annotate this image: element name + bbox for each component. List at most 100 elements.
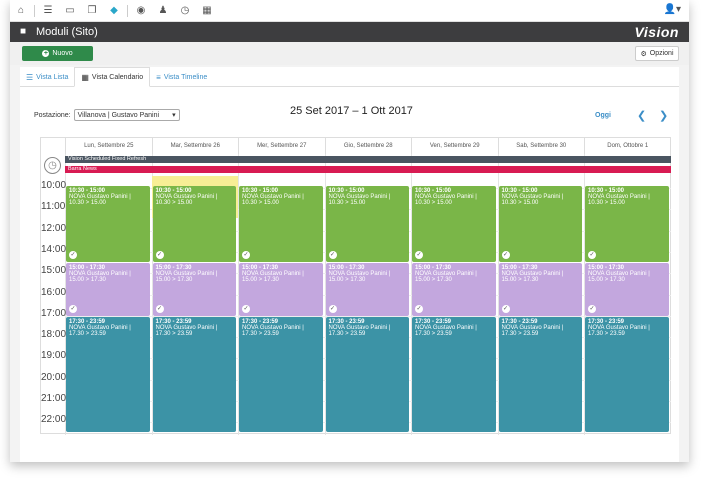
event-detail: 10.30 > 15.00 xyxy=(242,200,279,206)
action-toolbar: + Nuovo ⚙ Opzioni xyxy=(10,42,689,65)
eye-icon[interactable]: ◉ xyxy=(136,5,146,16)
user-icon[interactable]: 👤▾ xyxy=(663,4,681,15)
event-detail: 15.00 > 17.30 xyxy=(501,277,539,283)
brand-logo: Vision xyxy=(634,24,679,40)
event-time: 17:30 - 23:59 xyxy=(328,319,365,325)
user-settings-icon[interactable]: ♟ xyxy=(158,5,168,16)
today-button[interactable]: Oggi xyxy=(595,112,611,119)
calendar-grid: Lun, Settembre 25 Mar, Settembre 26 Mer, S… xyxy=(40,137,671,435)
allday-event[interactable]: Barra News xyxy=(65,166,671,173)
view-tabs: ☰ Vista Lista ▦ Vista Calendario ≡ Vista Ti… xyxy=(20,67,679,87)
calendar-event[interactable]: 17:30 - 23:59 NOVA Gustavo Panini | 17.30 … xyxy=(325,317,409,432)
event-time: 17:30 - 23:59 xyxy=(501,319,538,325)
calendar-event[interactable]: 17:30 - 23:59 NOVA Gustavo Panini | 17.30 … xyxy=(498,317,582,432)
event-time: 17:30 - 23:59 xyxy=(69,319,106,325)
options-button[interactable]: ⚙ Opzioni xyxy=(635,46,679,61)
list-icon[interactable]: ☰ xyxy=(43,5,53,16)
event-detail: 15.00 > 17.30 xyxy=(155,277,193,283)
hour-label: 17:00 xyxy=(41,307,67,319)
event-detail: 17.30 > 23.59 xyxy=(415,331,452,337)
event-time: 17:30 - 23:59 xyxy=(415,319,452,325)
event-time: 15:00 - 17:30 xyxy=(242,265,279,271)
event-time: 17:30 - 23:59 xyxy=(155,319,192,325)
hour-label: 20:00 xyxy=(41,371,67,383)
day-header: Lun, Settembre 25 xyxy=(65,138,152,154)
day-header: Sab, Settembre 30 xyxy=(497,138,585,154)
day-header: Dom, Ottobre 1 xyxy=(584,138,671,154)
day-header: Gio, Settembre 28 xyxy=(324,138,412,154)
event-time: 15:00 - 17:30 xyxy=(501,265,538,271)
check-icon: ✓ xyxy=(155,251,164,259)
event-title: NOVA Gustavo Panini | xyxy=(328,325,391,331)
event-title: NOVA Gustavo Panini | xyxy=(501,325,564,331)
calendar-event[interactable]: 15:00 - 17:30 NOVA Gustavo Panini | 15.00 … xyxy=(585,263,669,316)
check-icon: ✓ xyxy=(242,251,250,259)
tab-vista-calendario[interactable]: ▦ Vista Calendario xyxy=(74,67,151,87)
clock-icon[interactable]: ◷ xyxy=(180,5,190,16)
check-icon: ✓ xyxy=(242,305,250,313)
calendar-event[interactable]: 17:30 - 23:59 NOVA Gustavo Panini | 17.30 … xyxy=(412,317,496,432)
chevron-right-icon[interactable]: ❯ xyxy=(659,110,669,122)
hour-label: 21:00 xyxy=(41,393,67,404)
calendar-event[interactable]: 15:00 - 17:30 NOVA Gustavo Panini | 15.00 … xyxy=(498,263,582,316)
event-time: 15:00 - 17:30 xyxy=(328,265,365,271)
event-time: 10:30 - 15:00 xyxy=(415,188,452,194)
grid-icon[interactable]: ▦ xyxy=(202,5,212,16)
calendar-event[interactable]: 15:00 - 17:30 NOVA Gustavo Panini | 15.00 … xyxy=(325,263,409,316)
calendar-event[interactable]: 15:00 - 17:30 NOVA Gustavo Panini | 15.00 … xyxy=(412,263,496,316)
monitor-icon[interactable]: ▭ xyxy=(65,5,75,16)
cube-icon[interactable]: ◆ xyxy=(110,5,118,16)
calendar-event[interactable]: 10:30 - 15:00 NOVA Gustavo Panini | 10.30 … xyxy=(152,186,236,262)
hour-label: 15:00 xyxy=(41,265,67,277)
event-detail: 10.30 > 15.00 xyxy=(501,200,539,206)
check-icon: ✓ xyxy=(69,251,77,259)
calendar-event[interactable]: 10:30 - 15:00 NOVA Gustavo Panini | 10.30 … xyxy=(239,186,323,262)
hour-label: 16:00 xyxy=(41,286,67,298)
calendar-event[interactable]: 17:30 - 23:59 NOVA Gustavo Panini | 17.30 … xyxy=(66,317,150,432)
tab-label: Vista Calendario xyxy=(91,73,144,81)
event-detail: 15.00 > 17.30 xyxy=(69,277,106,283)
calendar-event[interactable]: 10:30 - 15:00 NOVA Gustavo Panini | 10.30 … xyxy=(498,186,582,262)
event-title: NOVA Gustavo Panini | xyxy=(69,325,131,331)
gear-icon: ⚙ xyxy=(640,50,647,58)
event-time: 15:00 - 17:30 xyxy=(69,265,106,271)
calendar-event[interactable]: 10:30 - 15:00 NOVA Gustavo Panini | 10.30 … xyxy=(412,186,496,262)
calendar-event[interactable]: 15:00 - 17:30 NOVA Gustavo Panini | 15.00 … xyxy=(66,263,150,316)
windows-icon[interactable]: ❐ xyxy=(87,5,97,16)
event-detail: 10.30 > 15.00 xyxy=(328,200,366,206)
calendar-event[interactable]: 10:30 - 15:00 NOVA Gustavo Panini | 10.30 … xyxy=(325,186,409,262)
event-time: 15:00 - 17:30 xyxy=(415,265,452,271)
event-title: NOVA Gustavo Panini | xyxy=(155,325,218,331)
event-detail: 10.30 > 15.00 xyxy=(69,200,106,206)
home-icon[interactable]: ⌂ xyxy=(17,5,25,16)
calendar-event[interactable]: 17:30 - 23:59 NOVA Gustavo Panini | 17.30 … xyxy=(239,317,323,432)
calendar-event[interactable]: 15:00 - 17:30 NOVA Gustavo Panini | 15.00 … xyxy=(152,263,236,316)
check-icon: ✓ xyxy=(415,305,423,313)
day-header: Mer, Settembre 27 xyxy=(238,138,325,154)
event-title: NOVA Gustavo Panini | xyxy=(69,271,131,277)
chevron-left-icon[interactable]: ❮ xyxy=(637,110,647,122)
calendar-event[interactable]: 15:00 - 17:30 NOVA Gustavo Panini | 15.00 … xyxy=(239,263,323,316)
new-button[interactable]: + Nuovo xyxy=(22,46,93,61)
event-detail: 17.30 > 23.59 xyxy=(501,331,539,337)
event-title: NOVA Gustavo Panini | xyxy=(242,194,304,200)
check-icon: ✓ xyxy=(501,305,510,313)
event-detail: 10.30 > 15.00 xyxy=(155,200,193,206)
hour-line xyxy=(65,315,671,317)
calendar-event[interactable]: 10:30 - 15:00 NOVA Gustavo Panini | 10.30 … xyxy=(585,186,669,262)
allday-event[interactable]: Vision Scheduled Fixed Refresh xyxy=(65,156,671,163)
tab-vista-lista[interactable]: ☰ Vista Lista xyxy=(20,67,74,87)
divider xyxy=(127,4,128,17)
calendar-event[interactable]: 10:30 - 15:00 NOVA Gustavo Panini | 10.30 … xyxy=(66,186,150,262)
event-detail: 15.00 > 17.30 xyxy=(242,277,279,283)
calendar-event[interactable]: 17:30 - 23:59 NOVA Gustavo Panini | 17.30 … xyxy=(585,317,669,432)
event-time: 10:30 - 15:00 xyxy=(69,188,106,194)
tab-vista-timeline[interactable]: ≡ Vista Timeline xyxy=(150,67,213,87)
event-detail: 17.30 > 23.59 xyxy=(328,331,366,337)
event-time: 15:00 - 17:30 xyxy=(588,265,625,271)
event-title: NOVA Gustavo Panini | xyxy=(588,325,650,331)
location-select[interactable]: Villanova | Gustavo Panini ▾ xyxy=(73,109,180,121)
event-title: NOVA Gustavo Panini | xyxy=(155,194,218,200)
event-title: NOVA Gustavo Panini | xyxy=(415,325,477,331)
calendar-event[interactable]: 17:30 - 23:59 NOVA Gustavo Panini | 17.30 … xyxy=(152,317,236,432)
